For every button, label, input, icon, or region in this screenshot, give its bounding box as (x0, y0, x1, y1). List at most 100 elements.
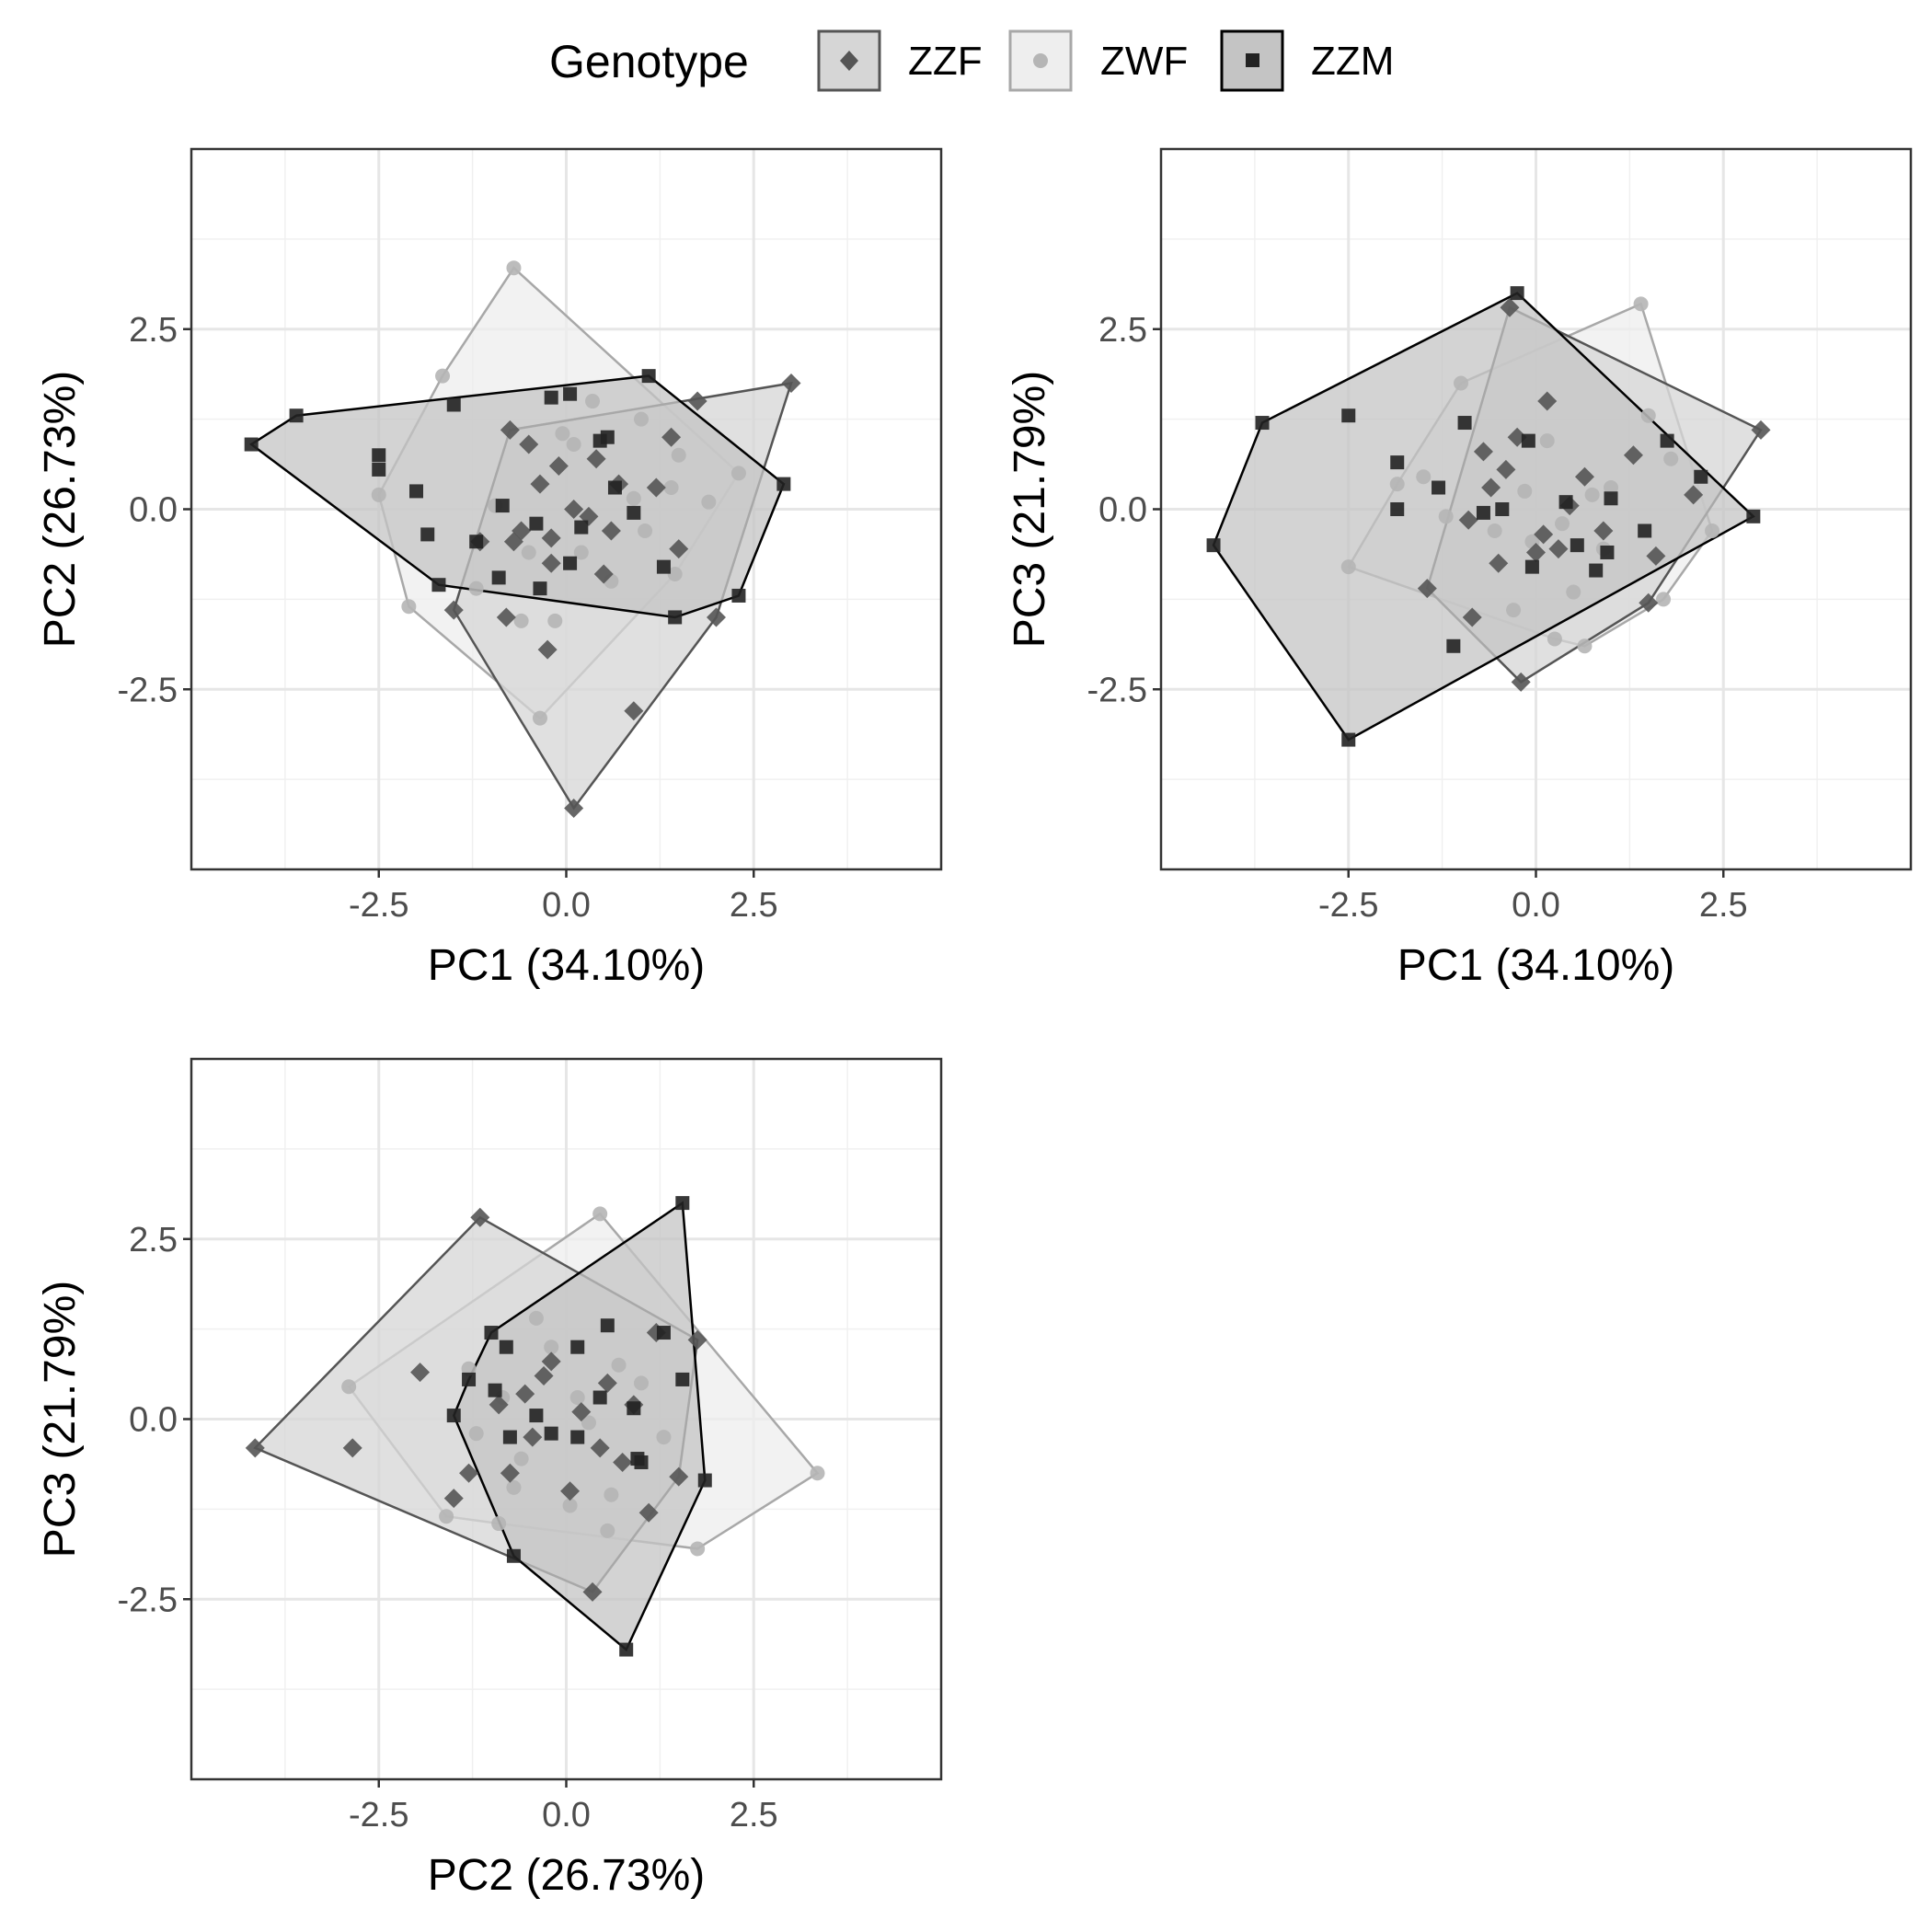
point-zzf (560, 1481, 581, 1501)
y-tick-label: -2.5 (118, 671, 178, 709)
legend: Genotype ZZF ZWF ZZM (549, 29, 1394, 92)
point-zzm (1206, 538, 1221, 553)
point-zzm (529, 1409, 544, 1423)
point-zwf (573, 545, 589, 560)
point-zzm (1604, 491, 1618, 506)
y-tick-label: 0.0 (129, 491, 178, 530)
point-zzm (656, 559, 671, 574)
point-zwf (371, 487, 386, 502)
point-zzm (1638, 523, 1652, 538)
point-zzf (1537, 391, 1558, 411)
point-zwf (611, 1357, 627, 1373)
point-zwf (1539, 433, 1555, 449)
point-zzf (410, 1363, 431, 1383)
y-tick-label: 0.0 (129, 1401, 178, 1440)
point-zzf (638, 1502, 659, 1523)
legend-zwf-swatch (1008, 29, 1073, 92)
point-zzf (613, 1452, 633, 1472)
point-zzm (570, 1430, 585, 1444)
x-tick-label: 2.5 (730, 886, 778, 925)
y-tick-label: 2.5 (1098, 311, 1147, 350)
legend-zzf-diamond (840, 51, 858, 71)
point-zzm (1524, 559, 1539, 574)
point-zwf (513, 613, 529, 628)
point-zwf (1340, 559, 1356, 575)
legend-key-zwf (1008, 29, 1073, 92)
point-zzm (529, 516, 544, 531)
y-axis-title: PC3 (21.79%) (1006, 371, 1054, 648)
point-zzm (1600, 545, 1615, 559)
y-axis-title: PC2 (26.73%) (36, 371, 85, 648)
point-zwf (600, 1523, 615, 1538)
x-axis-title: PC2 (26.73%) (428, 1851, 705, 1900)
point-zzm (1570, 538, 1584, 553)
point-zwf (435, 368, 451, 384)
point-zzm (1390, 455, 1405, 470)
point-zzm (641, 369, 656, 384)
point-zzf (523, 1427, 543, 1447)
point-zwf (667, 566, 683, 581)
point-zwf (701, 494, 717, 510)
point-zwf (1640, 408, 1656, 423)
point-zwf (532, 710, 547, 726)
point-zzf (1489, 553, 1509, 573)
point-zzm (563, 556, 578, 570)
point-zzm (619, 1642, 634, 1657)
legend-title: Genotype (549, 36, 749, 87)
point-zzf (687, 391, 707, 411)
point-zwf (634, 1375, 649, 1391)
legend-zzm-label: ZZM (1311, 39, 1394, 84)
point-zzm (656, 1326, 671, 1340)
point-zzm (675, 1196, 690, 1211)
point-zwf (690, 1541, 706, 1557)
legend-zzm-square (1246, 53, 1259, 67)
x-tick-label: 2.5 (730, 1796, 778, 1834)
point-zwf (521, 545, 536, 560)
point-zwf (656, 1430, 672, 1445)
point-zzm (1660, 433, 1674, 448)
point-zzf (624, 701, 644, 721)
point-zzf (1458, 510, 1478, 530)
point-zzf (541, 553, 561, 573)
point-zzm (372, 462, 386, 477)
point-zwf (1584, 487, 1600, 502)
point-zzf (537, 639, 558, 660)
point-zzf (1496, 459, 1516, 479)
point-zzm (668, 610, 683, 625)
point-zzf (781, 373, 801, 393)
y-tick-label: 0.0 (1098, 491, 1147, 530)
point-zwf (1633, 296, 1649, 312)
point-zzf (586, 449, 606, 469)
point-zzm (627, 1401, 641, 1416)
point-zwf (401, 599, 417, 615)
point-zwf (1604, 480, 1618, 496)
point-zzm (446, 1409, 461, 1423)
point-zzf (1481, 477, 1501, 498)
point-zzm (607, 480, 622, 495)
point-zwf (585, 394, 601, 409)
point-zwf (468, 581, 484, 596)
point-zzf (470, 1207, 490, 1227)
point-zzm (502, 1430, 517, 1444)
x-tick-label: -2.5 (1318, 886, 1378, 925)
point-zzf (548, 456, 569, 477)
point-zzf (530, 474, 550, 494)
y-tick-label: 2.5 (129, 1221, 178, 1259)
point-zzf (534, 1366, 554, 1386)
point-zwf (1506, 603, 1522, 618)
point-zwf (506, 1479, 522, 1495)
point-zwf (638, 523, 653, 538)
point-zwf (1663, 451, 1679, 466)
x-axis-title: PC1 (34.10%) (1397, 941, 1674, 990)
x-tick-label: 0.0 (542, 886, 591, 925)
point-zzf (459, 1463, 479, 1483)
point-zzm (627, 505, 641, 520)
legend-key-zzf (817, 29, 881, 92)
point-zzm (1457, 416, 1472, 431)
legend-zzf-swatch (817, 29, 881, 92)
point-zzf (1646, 546, 1666, 566)
point-zwf (810, 1466, 825, 1481)
point-zwf (1577, 638, 1593, 654)
panel-pc1-pc2: -2.5 0.0 2.5 -2.5 0.0 2.5 PC1 (34.10%) PC2 (26.… (36, 147, 943, 990)
